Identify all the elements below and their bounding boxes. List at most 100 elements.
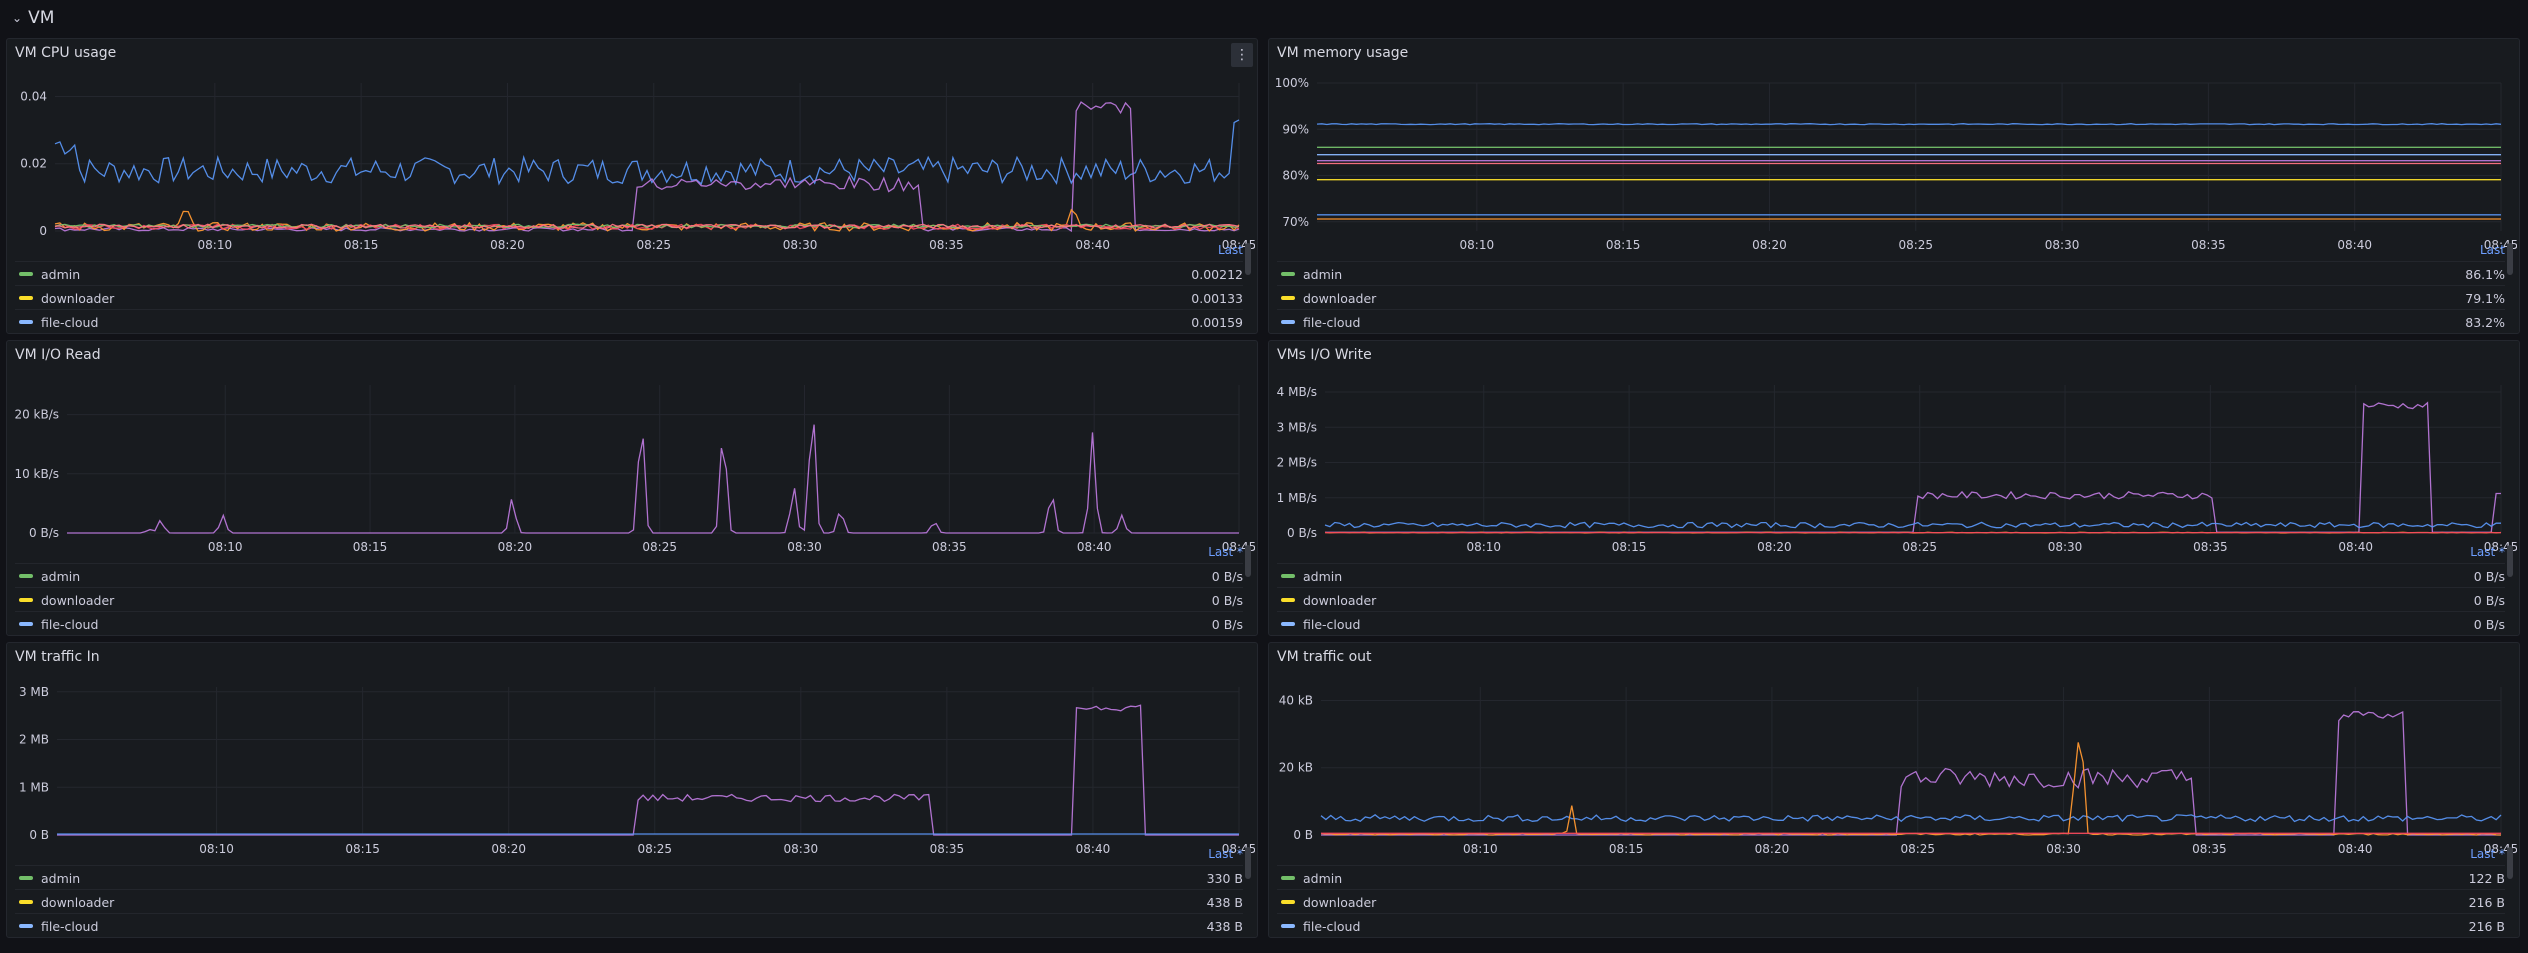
series-line (54, 119, 1240, 186)
panel-trafout[interactable]: VM traffic out 0 B 20 kB 40 kB 08:10 08:15 08:… (1268, 642, 2520, 938)
x-tick-label: 08:40 (2338, 540, 2373, 554)
x-tick-label: 08:40 (2338, 842, 2373, 856)
legend-series-name: downloader (1303, 290, 1377, 306)
legend-scrollbar[interactable] (1245, 545, 1251, 577)
series-line (1320, 742, 2502, 836)
legend-sort-header[interactable]: Last * (2470, 545, 2505, 559)
legend-series-name: file-cloud (41, 616, 99, 632)
legend-scrollbar[interactable] (1245, 243, 1251, 275)
x-tick-label: 08:25 (1900, 842, 1935, 856)
legend-item-downloader[interactable]: downloader 0.00133 (15, 285, 1243, 310)
timeseries-chart[interactable]: 0 0.02 0.04 08:10 08:15 08:20 08:25 08:30 08:35 0… (7, 75, 1255, 253)
x-tick-label: 08:15 (1612, 540, 1647, 554)
y-tick-label: 1 MB/s (1277, 491, 1317, 505)
x-tick-label: 08:10 (208, 540, 243, 554)
series-line (1316, 123, 2502, 126)
timeseries-chart[interactable]: 0 B/s 10 kB/s 20 kB/s 08:10 08:15 08:20 08:25 0… (7, 377, 1255, 555)
legend-swatch (1281, 296, 1295, 300)
panel-title[interactable]: VM memory usage (1277, 45, 1409, 61)
legend-item-admin[interactable]: admin 0 B/s (1277, 563, 2505, 588)
timeseries-chart[interactable]: 70% 80% 90% 100% 08:10 08:15 08:20 08:25 08:30 08… (1269, 75, 2517, 253)
x-tick-label: 08:15 (345, 842, 380, 856)
panel-title[interactable]: VM traffic In (15, 649, 100, 665)
legend-item-downloader[interactable]: downloader 438 B (15, 889, 1243, 914)
legend-scrollbar[interactable] (2507, 545, 2513, 577)
series-line (1324, 521, 2501, 529)
legend-swatch (1281, 272, 1295, 276)
legend-item-downloader[interactable]: downloader 79.1% (1277, 285, 2505, 310)
legend-item-admin[interactable]: admin 0.00212 (15, 261, 1243, 286)
legend-last-value: 0 B/s (1211, 616, 1243, 632)
legend-item-admin[interactable]: admin 330 B (15, 865, 1243, 890)
y-tick-label: 10 kB/s (14, 467, 59, 481)
legend-last-value: 438 B (1206, 894, 1243, 910)
legend-sort-header[interactable]: Last * (1208, 545, 1243, 559)
legend-swatch (19, 574, 33, 578)
legend-item-admin[interactable]: admin 122 B (1277, 865, 2505, 890)
legend-sort-header[interactable]: Last (1218, 243, 1243, 257)
legend-item-admin[interactable]: admin 0 B/s (15, 563, 1243, 588)
x-tick-label: 08:25 (637, 842, 672, 856)
legend-sort-header[interactable]: Last * (2470, 847, 2505, 861)
timeseries-chart[interactable]: 0 B 20 kB 40 kB 08:10 08:15 08:20 08:25 08:30 08… (1269, 679, 2517, 857)
legend-item-downloader[interactable]: downloader 0 B/s (1277, 587, 2505, 612)
legend-sort-header[interactable]: Last (2480, 243, 2505, 257)
panel-cpu[interactable]: VM CPU usage ⋮ 0 0.02 0.04 08:10 08:15 08:20 08:… (6, 38, 1258, 334)
legend-item-file-cloud[interactable]: file-cloud 216 B (1277, 913, 2505, 937)
legend-item-file-cloud[interactable]: file-cloud 83.2% (1277, 309, 2505, 333)
y-tick-label: 1 MB (19, 780, 49, 794)
panel-title[interactable]: VM I/O Read (15, 347, 101, 363)
panel-ioread[interactable]: VM I/O Read 0 B/s 10 kB/s 20 kB/s 08:10 08:15… (6, 340, 1258, 636)
panel-title[interactable]: VMs I/O Write (1277, 347, 1372, 363)
legend-swatch (1281, 574, 1295, 578)
y-tick-label: 2 MB (19, 733, 49, 747)
y-tick-label: 2 MB/s (1277, 456, 1317, 470)
y-tick-label: 0 B/s (1287, 526, 1317, 540)
legend-item-file-cloud[interactable]: file-cloud 0 B/s (15, 611, 1243, 635)
legend-swatch (1281, 924, 1295, 928)
x-tick-label: 08:35 (2191, 238, 2226, 252)
legend-item-file-cloud[interactable]: file-cloud 0 B/s (1277, 611, 2505, 635)
series-line (1320, 814, 2502, 823)
legend-item-admin[interactable]: admin 86.1% (1277, 261, 2505, 286)
x-tick-label: 08:15 (344, 238, 379, 252)
x-tick-label: 08:35 (2193, 540, 2228, 554)
x-tick-label: 08:30 (784, 842, 819, 856)
panel-trafin[interactable]: VM traffic In 0 B 1 MB 2 MB 3 MB 08:10 08:15 08… (6, 642, 1258, 938)
legend-swatch (19, 598, 33, 602)
panel-title[interactable]: VM traffic out (1277, 649, 1372, 665)
legend-swatch (19, 296, 33, 300)
legend-item-downloader[interactable]: downloader 0 B/s (15, 587, 1243, 612)
legend-item-file-cloud[interactable]: file-cloud 438 B (15, 913, 1243, 937)
legend-scrollbar[interactable] (2507, 847, 2513, 879)
x-tick-label: 08:30 (783, 238, 818, 252)
x-tick-label: 08:20 (498, 540, 533, 554)
panel-iowrite[interactable]: VMs I/O Write 0 B/s 1 MB/s 2 MB/s 3 MB/s 4 MB… (1268, 340, 2520, 636)
x-tick-label: 08:20 (491, 842, 526, 856)
timeseries-chart[interactable]: 0 B 1 MB 2 MB 3 MB 08:10 08:15 08:20 08:25 08:30… (7, 679, 1255, 857)
legend-last-value: 216 B (2468, 918, 2505, 934)
legend-swatch (1281, 598, 1295, 602)
legend-item-downloader[interactable]: downloader 216 B (1277, 889, 2505, 914)
legend-series-name: file-cloud (1303, 616, 1361, 632)
x-tick-label: 08:25 (1902, 540, 1937, 554)
legend-item-file-cloud[interactable]: file-cloud 0.00159 (15, 309, 1243, 333)
panel-menu-icon[interactable]: ⋮ (1231, 43, 1253, 67)
x-tick-label: 08:40 (1075, 238, 1110, 252)
y-tick-label: 20 kB/s (14, 408, 59, 422)
x-tick-label: 08:40 (1076, 842, 1111, 856)
y-tick-label: 3 MB/s (1277, 420, 1317, 434)
x-tick-label: 08:30 (2048, 540, 2083, 554)
panel-mem[interactable]: VM memory usage 70% 80% 90% 100% 08:10 08:15 08… (1268, 38, 2520, 334)
legend-sort-header[interactable]: Last * (1208, 847, 1243, 861)
row-header-vm[interactable]: ⌄ VM (12, 4, 54, 32)
x-tick-label: 08:35 (2192, 842, 2227, 856)
x-tick-label: 08:10 (199, 842, 234, 856)
legend-scrollbar[interactable] (2507, 243, 2513, 275)
legend-scrollbar[interactable] (1245, 847, 1251, 879)
panel-title[interactable]: VM CPU usage (15, 45, 117, 61)
legend-last-value: 0.00159 (1191, 314, 1243, 330)
x-tick-label: 08:40 (1077, 540, 1112, 554)
legend-series-name: admin (1303, 266, 1343, 282)
timeseries-chart[interactable]: 0 B/s 1 MB/s 2 MB/s 3 MB/s 4 MB/s 08:10 08:15 0… (1269, 377, 2517, 555)
